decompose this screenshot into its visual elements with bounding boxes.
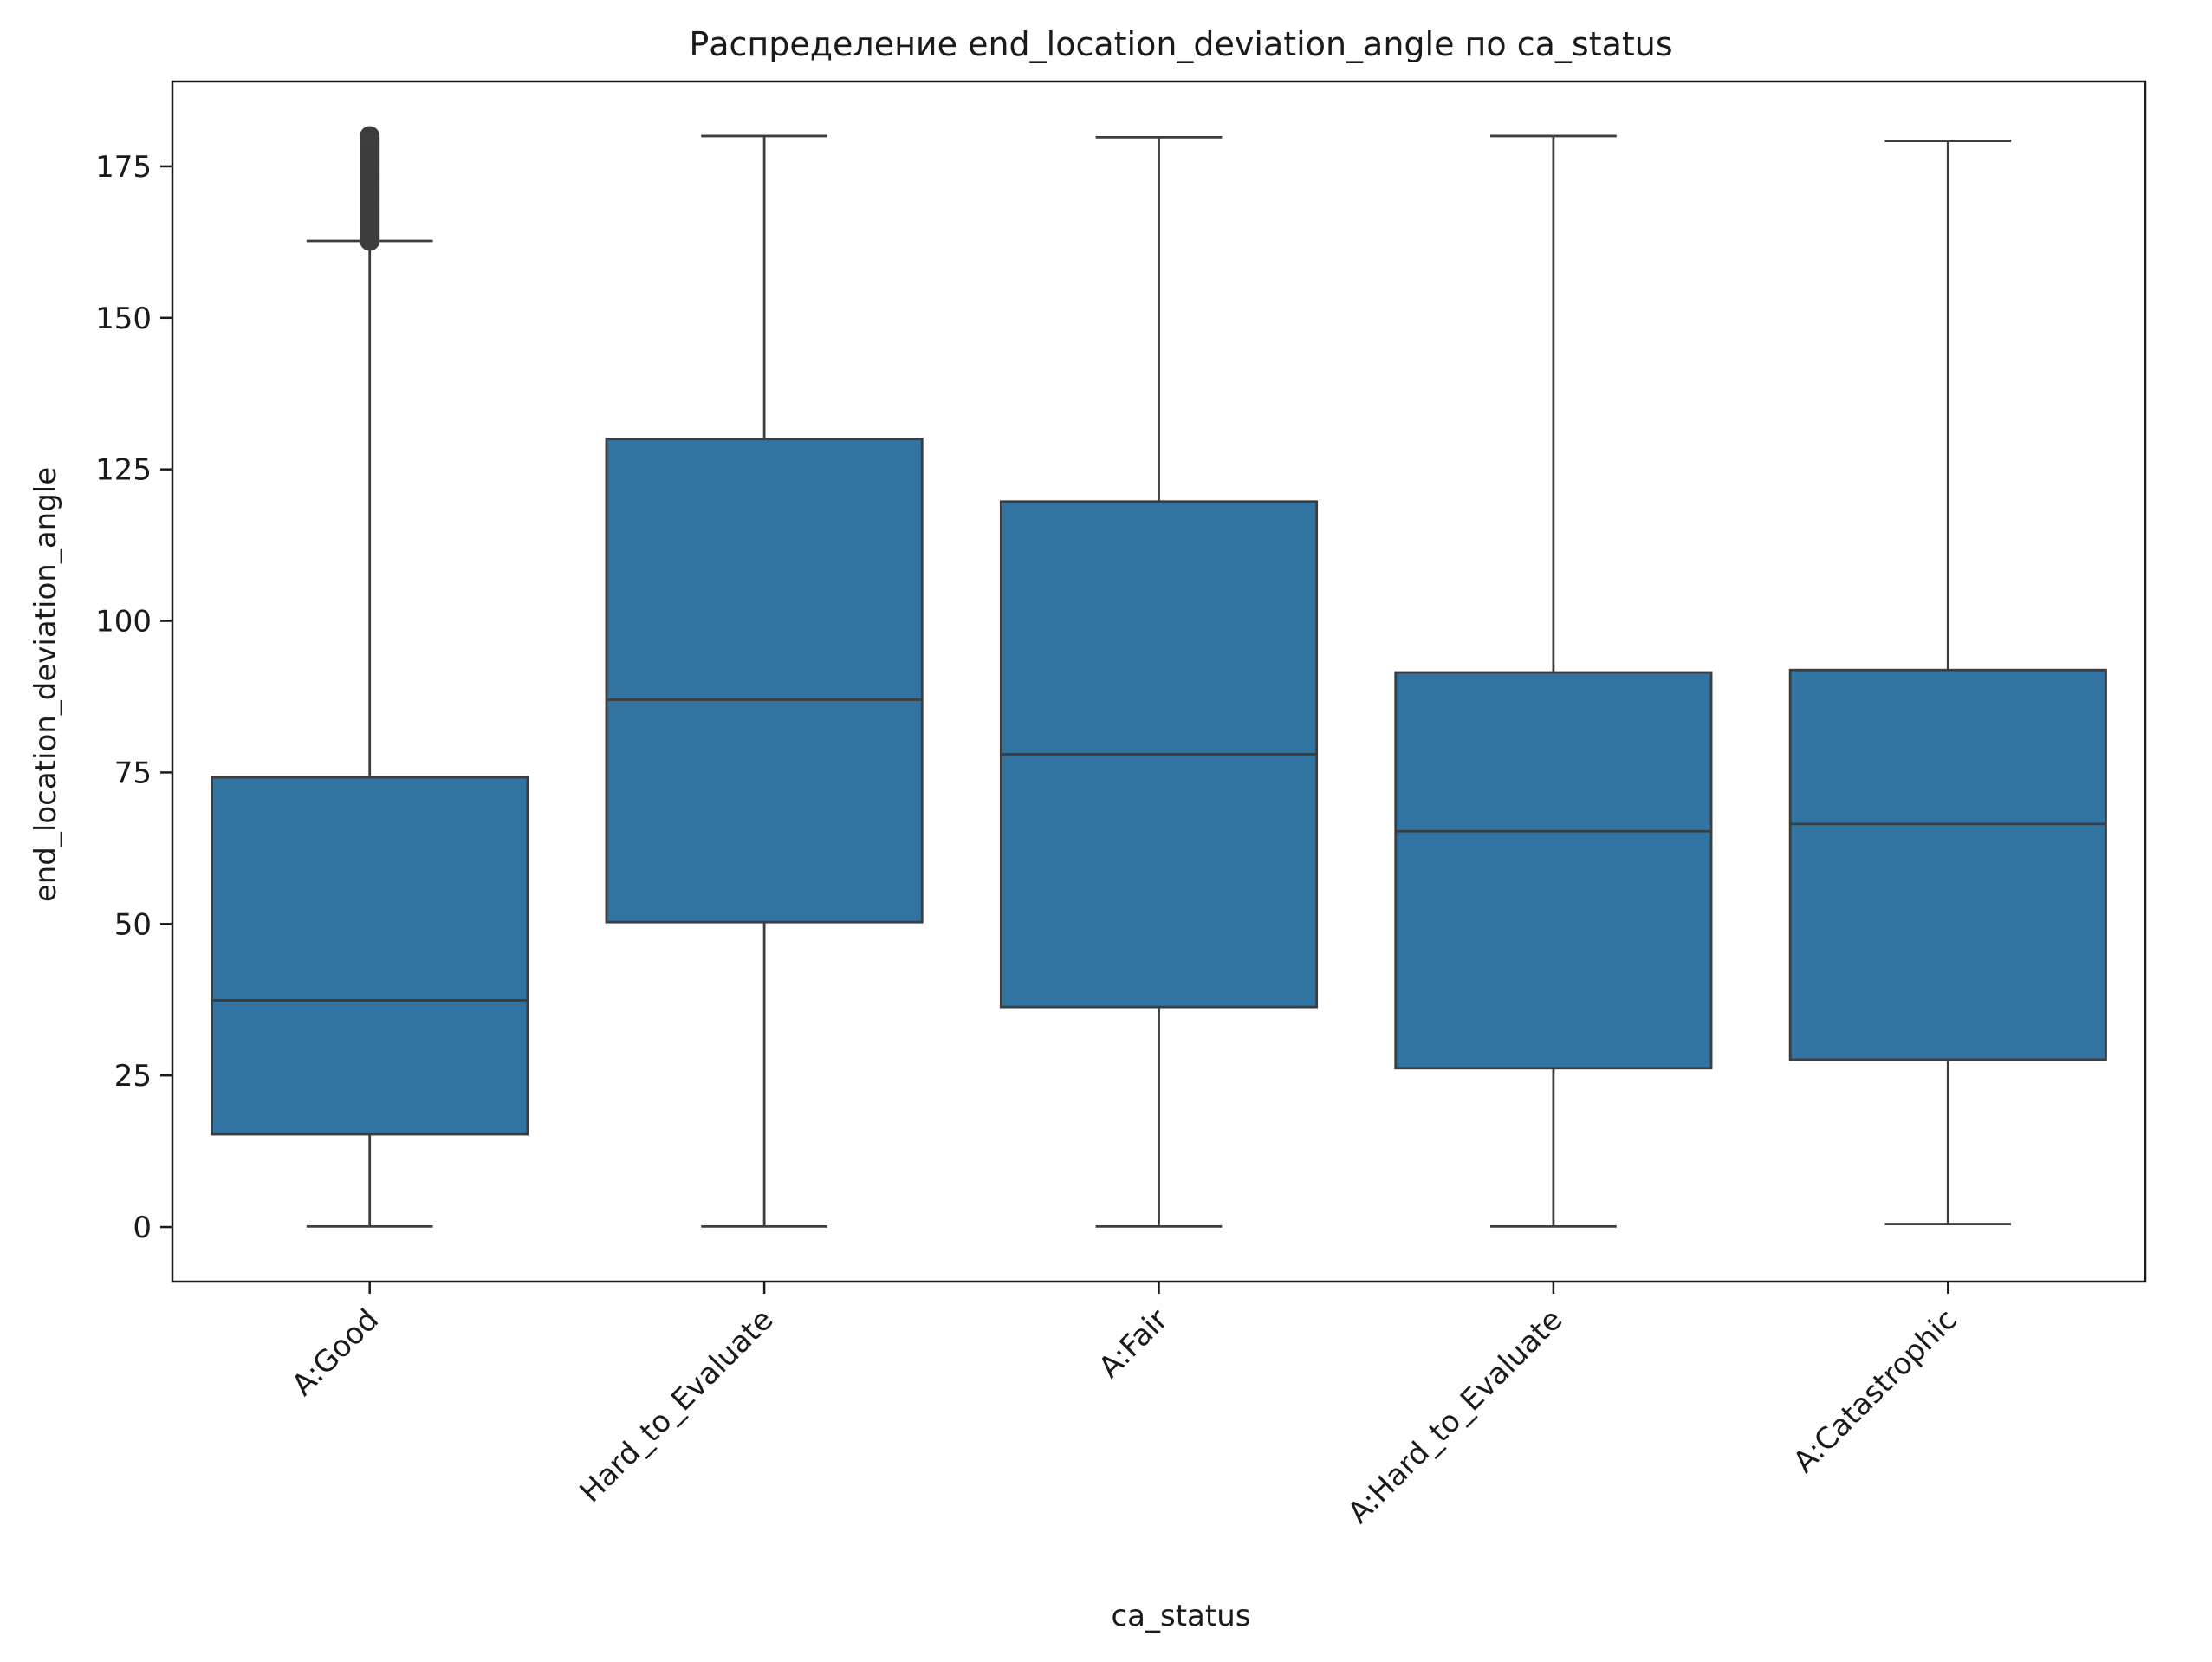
y-tick-label: 25 [114,1059,152,1094]
x-axis-label: ca_status [1111,1599,1250,1633]
y-tick-label: 150 [95,302,152,336]
iqr-box [1394,671,1713,1070]
iqr-box [605,438,924,924]
chart-title: Распределение end_location_deviation_ang… [689,25,1672,63]
y-tick-label: 50 [114,907,152,942]
y-axis-label: end_location_deviation_angle [29,467,63,902]
iqr-box [211,776,529,1136]
y-tick-label: 0 [133,1211,152,1245]
plot-frame [171,80,2147,1283]
y-tick-label: 175 [95,150,152,185]
y-tick-label: 125 [95,453,152,488]
y-tick-label: 100 [95,605,152,639]
outlier-point [360,126,380,146]
iqr-box [1788,668,2107,1061]
y-tick-label: 75 [114,756,152,790]
